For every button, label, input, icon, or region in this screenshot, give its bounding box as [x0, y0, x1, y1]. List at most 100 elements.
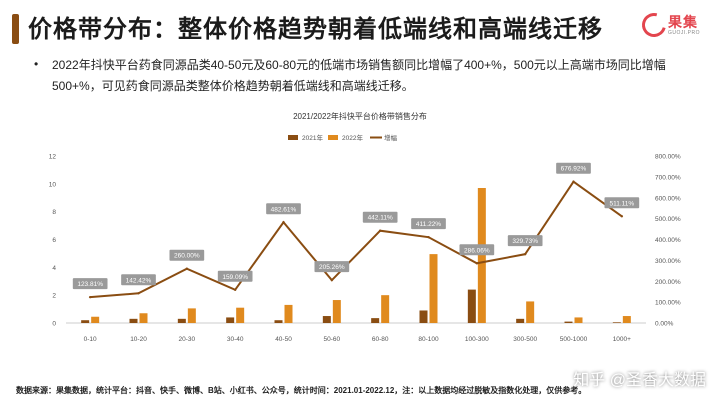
y-right-tick: 500.00%	[655, 216, 681, 223]
y-right-tick: 100.00%	[655, 300, 681, 307]
growth-point	[475, 262, 479, 265]
x-tick-label: 50-60	[324, 336, 341, 343]
legend-swatch-0	[288, 135, 298, 140]
growth-label-box	[314, 261, 350, 273]
growth-data-label: 511.11%	[609, 200, 634, 207]
y-left-tick: 4	[52, 265, 56, 272]
x-tick-label: 500-1000	[560, 336, 588, 343]
y-left-tick: 12	[49, 154, 57, 161]
bar-2022	[429, 254, 438, 323]
x-tick-label: 40-50	[275, 336, 292, 343]
growth-point	[572, 180, 575, 183]
growth-point	[185, 267, 189, 270]
bar-2022	[332, 300, 341, 323]
y-left-tick: 6	[52, 237, 56, 244]
y-right-tick: 800.00%	[655, 154, 681, 161]
x-tick-label: 100-300	[465, 336, 489, 343]
growth-label-box	[72, 278, 108, 290]
source-footnote: 数据来源：果集数据，统计平台：抖音、快手、微博、B站、小红书、公众号，统计时间：…	[16, 386, 587, 395]
x-tick-label: 10-20	[130, 336, 147, 343]
growth-label-box	[604, 197, 640, 209]
bar-2021	[564, 321, 573, 323]
x-tick-label: 80-100	[418, 336, 439, 343]
y-right-tick: 300.00%	[655, 258, 681, 265]
bar-2022	[526, 301, 535, 323]
growth-point	[233, 288, 237, 291]
bar-2022	[139, 313, 148, 323]
growth-data-label: 329.73%	[512, 238, 538, 245]
bar-2022	[91, 316, 100, 323]
y-left-tick: 2	[52, 293, 56, 300]
growth-point	[137, 292, 140, 295]
y-right-tick: 700.00%	[655, 174, 681, 181]
growth-label-box	[121, 274, 156, 286]
bar-2021	[467, 289, 476, 323]
x-tick-label: 20-30	[179, 336, 196, 343]
growth-label-box	[507, 235, 543, 247]
legend-label-2: 增幅	[384, 133, 398, 142]
bar-2022	[622, 316, 631, 323]
growth-data-label: 159.09%	[222, 274, 248, 281]
legend-swatch-1	[328, 135, 338, 140]
x-tick-label: 60-80	[372, 336, 389, 343]
bar-2022	[236, 307, 245, 323]
growth-data-label: 123.81%	[77, 281, 103, 288]
growth-data-label: 411.22%	[416, 221, 441, 228]
growth-data-label: 205.26%	[319, 264, 345, 271]
bar-2021	[322, 316, 331, 323]
bar-2022	[187, 308, 196, 323]
growth-point	[427, 235, 430, 239]
growth-label-box	[169, 249, 205, 261]
y-right-tick: 600.00%	[655, 195, 681, 202]
bar-2021	[274, 320, 283, 323]
bar-2021	[419, 310, 428, 323]
y-right-tick: 200.00%	[655, 279, 681, 286]
growth-data-label: 286.06%	[464, 247, 490, 254]
y-left-tick: 10	[49, 181, 57, 188]
y-left-tick: 8	[52, 209, 56, 216]
bar-2021	[177, 318, 186, 323]
growth-data-label: 676.92%	[561, 166, 587, 173]
growth-point	[378, 229, 382, 232]
x-tick-label: 300-500	[513, 336, 537, 343]
growth-point	[282, 221, 285, 224]
brand-logo: 果集 GUOJI.PRO	[637, 8, 706, 42]
x-tick-label: 30-40	[227, 336, 244, 343]
bar-2021	[129, 318, 138, 323]
bar-2021	[371, 318, 380, 323]
growth-data-label: 260.00%	[174, 253, 200, 260]
growth-label-box	[556, 162, 591, 174]
bullet-dot: •	[34, 57, 39, 71]
growth-label-box	[411, 218, 446, 230]
logo-subtext: GUOJI.PRO	[668, 30, 701, 36]
y-right-tick: 400.00%	[655, 237, 681, 244]
x-tick-label: 0-10	[84, 336, 97, 343]
title-accent-bar	[12, 14, 19, 44]
growth-label-box	[217, 270, 253, 282]
description-text: 2022年抖快平台药食同源品类40-50元及60-80元的低端市场销售额同比增幅…	[52, 58, 666, 93]
growth-point	[523, 252, 527, 256]
bar-2021	[226, 317, 235, 323]
bar-2022	[477, 188, 486, 323]
growth-data-label: 482.61%	[271, 206, 297, 213]
watermark-text: 知乎 @圣香大数据	[573, 372, 706, 389]
bar-2022	[284, 304, 293, 323]
growth-point	[88, 295, 92, 299]
growth-label-box	[459, 244, 495, 256]
legend-label-0: 2021年	[302, 133, 323, 142]
growth-label-box	[362, 211, 398, 223]
chart-title: 2021/2022年抖快平台价格带销售分布	[293, 111, 427, 121]
logo-text: 果集	[668, 14, 698, 30]
legend-label-1: 2022年	[342, 133, 363, 142]
page-title: 价格带分布：整体价格趋势朝着低端线和高端线迁移	[28, 16, 603, 43]
bar-2021	[516, 318, 525, 323]
growth-point	[620, 215, 624, 218]
bar-2022	[381, 295, 390, 323]
bar-2021	[612, 322, 621, 323]
y-right-tick: 0.00%	[655, 321, 674, 328]
growth-data-label: 142.42%	[126, 277, 152, 284]
growth-point	[330, 278, 334, 282]
bar-2022	[574, 317, 583, 323]
y-left-tick: 0	[52, 321, 56, 328]
